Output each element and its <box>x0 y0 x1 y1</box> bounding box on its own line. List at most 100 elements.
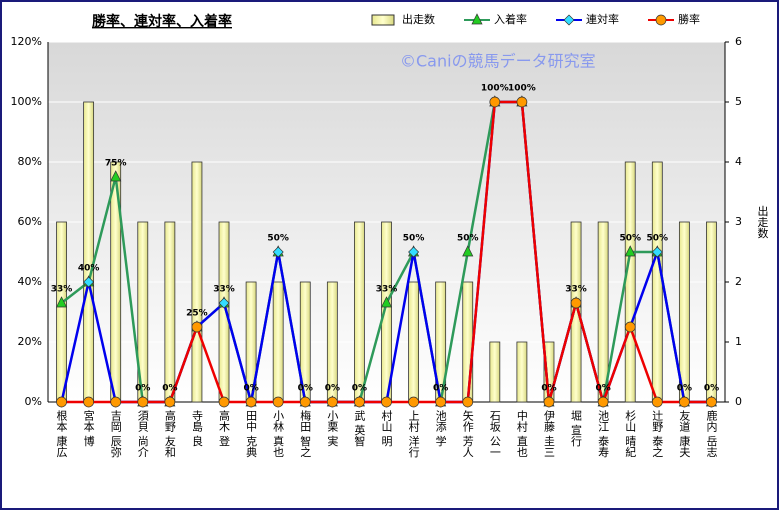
data-label: 0% <box>433 384 448 394</box>
y2-tick-label: 1 <box>735 335 742 348</box>
data-label: 33% <box>376 285 398 295</box>
y-tick-label: 20% <box>18 335 42 348</box>
bar <box>516 341 528 403</box>
legend-marker <box>655 14 667 26</box>
data-label: 100% <box>481 84 509 94</box>
y-tick-label: 40% <box>18 275 42 288</box>
x-tick-label: 須貝 尚介 <box>136 410 149 458</box>
data-label: 0% <box>162 384 177 394</box>
y2-tick-label: 6 <box>735 35 742 48</box>
x-tick-label: 中村 直也 <box>515 410 528 458</box>
x-tick-label: 高野 友和 <box>163 409 176 458</box>
x-tick-label: 伊藤 圭三 <box>542 410 555 458</box>
point-marker <box>408 396 419 408</box>
bar <box>164 221 176 403</box>
y2-tick-label: 2 <box>735 275 742 288</box>
point-marker <box>56 396 67 408</box>
point-marker <box>137 396 149 408</box>
point-marker <box>651 396 663 408</box>
data-label: 50% <box>267 234 289 244</box>
x-tick-label: 堀 宣行 <box>570 410 583 447</box>
x-tick-label: 石坂 公一 <box>488 410 501 458</box>
x-tick-label: 友道 康夫 <box>678 409 691 458</box>
data-label: 50% <box>403 234 425 244</box>
legend-marker <box>471 13 483 25</box>
data-label: 0% <box>677 384 692 394</box>
bar <box>678 221 690 403</box>
chart-title: 勝率、連対率、入着率 <box>92 13 232 30</box>
x-tick-label: 鹿内 岳志 <box>705 409 718 458</box>
x-tick-label: 矢作 芳人 <box>461 409 474 458</box>
data-label: 0% <box>704 384 719 394</box>
bar <box>354 221 365 403</box>
y-tick-label: 120% <box>11 35 42 48</box>
y-tick-label: 80% <box>18 155 42 168</box>
y2-tick-label: 5 <box>735 95 742 108</box>
point-marker <box>381 396 392 408</box>
point-marker <box>408 246 420 258</box>
bar <box>570 221 582 403</box>
x-tick-label: 杉山 晴紀 <box>624 409 637 458</box>
data-label: 25% <box>186 309 208 319</box>
x-tick-label: 小栗 実 <box>326 410 339 447</box>
bar <box>597 221 609 403</box>
bar <box>83 101 95 403</box>
bar <box>56 221 67 403</box>
legend-label: 入着率 <box>494 12 527 26</box>
point-marker <box>55 296 68 308</box>
x-tick-label: 吉岡 辰弥 <box>109 410 122 458</box>
legend-label: 出走数 <box>402 12 435 26</box>
point-marker <box>462 396 474 408</box>
bar <box>408 281 419 403</box>
bar <box>489 341 501 403</box>
data-label: 0% <box>541 384 556 394</box>
x-tick-label: 上村 洋行 <box>407 410 420 458</box>
x-tick-label: 辻野 泰之 <box>651 409 664 458</box>
y-tick-label: 0% <box>25 395 42 408</box>
x-tick-label: 村山 明 <box>380 409 393 447</box>
data-label: 0% <box>243 384 258 394</box>
y2-axis-label: 出走数 <box>756 204 769 239</box>
point-marker <box>706 396 717 408</box>
data-label: 33% <box>51 285 73 295</box>
bar <box>651 161 663 403</box>
data-label: 0% <box>325 384 340 394</box>
data-label: 0% <box>595 384 610 394</box>
point-marker <box>516 96 528 108</box>
point-marker <box>299 396 311 408</box>
x-tick-label: 池江 泰寿 <box>597 410 610 458</box>
bar <box>706 221 717 403</box>
point-marker <box>570 297 582 309</box>
point-marker <box>380 296 393 308</box>
legend-swatch <box>371 14 395 26</box>
data-label: 50% <box>619 234 641 244</box>
data-label: 0% <box>298 384 313 394</box>
point-marker <box>245 396 257 408</box>
x-tick-label: 小林 真也 <box>272 410 285 458</box>
watermark: ©Caniの競馬データ研究室 <box>400 52 596 71</box>
legend-marker <box>563 14 575 26</box>
x-tick-label: 梅田 智之 <box>299 409 312 458</box>
x-tick-label: 宮本 博 <box>82 409 95 447</box>
point-marker <box>354 396 365 408</box>
x-tick-label: 根本 康広 <box>55 409 68 458</box>
data-label: 33% <box>213 285 235 295</box>
point-marker <box>218 396 230 408</box>
point-marker <box>110 170 122 182</box>
y2-tick-label: 4 <box>735 155 742 168</box>
point-marker <box>326 396 338 408</box>
y2-tick-label: 3 <box>735 215 742 228</box>
point-marker <box>624 321 636 333</box>
x-tick-label: 高木 登 <box>218 409 231 447</box>
x-tick-label: 池添 学 <box>434 410 447 447</box>
point-marker <box>218 297 230 309</box>
data-label: 33% <box>565 285 587 295</box>
point-marker <box>651 246 663 258</box>
y-tick-label: 60% <box>18 215 42 228</box>
x-tick-label: 寺島 良 <box>190 410 203 447</box>
point-marker <box>597 396 609 408</box>
data-label: 75% <box>105 159 127 169</box>
point-marker <box>435 396 447 408</box>
data-label: 50% <box>457 234 479 244</box>
